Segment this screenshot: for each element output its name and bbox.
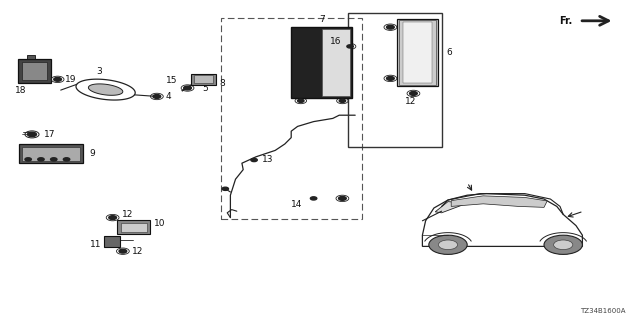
Circle shape [153,94,161,98]
Text: 4: 4 [165,92,171,101]
Circle shape [38,158,44,161]
Text: Fr.: Fr. [559,16,573,26]
Bar [22,62,47,80]
Text: 16: 16 [330,37,341,46]
Bar [121,223,147,232]
Bar [18,59,51,83]
Circle shape [222,187,228,190]
Circle shape [63,158,70,161]
Circle shape [410,92,417,95]
Circle shape [251,158,257,162]
Text: 3: 3 [96,68,102,76]
Circle shape [25,158,31,161]
Text: 14: 14 [291,200,303,209]
Bar [322,29,350,96]
Circle shape [544,235,582,254]
Text: 12: 12 [122,210,133,219]
Bar [191,74,216,85]
Bar [194,75,213,83]
Text: 15: 15 [166,76,178,85]
Bar [291,27,352,98]
Circle shape [554,240,573,250]
Text: 18: 18 [15,86,26,95]
Bar [221,18,362,219]
Bar [403,22,432,83]
Bar [399,20,436,85]
Text: 17: 17 [44,130,55,139]
Circle shape [339,99,346,102]
Bar [22,147,80,161]
Bar [104,236,120,247]
Text: 7: 7 [319,15,324,24]
Circle shape [387,25,394,29]
Circle shape [298,99,304,102]
Text: TZ34B1600A: TZ34B1600A [580,308,626,314]
Text: 12: 12 [404,97,416,106]
Polygon shape [435,202,467,213]
Text: 5: 5 [202,84,208,93]
Circle shape [119,249,127,253]
Circle shape [109,216,116,220]
Text: 13: 13 [262,156,273,164]
Circle shape [429,235,467,254]
Text: 11: 11 [90,240,101,249]
Bar [27,55,35,59]
Circle shape [184,86,191,90]
Circle shape [51,158,57,161]
Bar [19,144,83,163]
Circle shape [438,240,458,250]
Circle shape [347,45,353,48]
Bar [348,13,442,147]
Circle shape [310,197,317,200]
Text: 8: 8 [220,79,225,88]
Polygon shape [88,84,123,95]
Circle shape [54,77,61,81]
Polygon shape [451,196,547,207]
Text: 19: 19 [65,75,77,84]
Bar [117,220,150,234]
Circle shape [387,76,394,80]
Text: 12: 12 [132,247,143,256]
Text: 10: 10 [154,220,165,228]
Text: 9: 9 [90,149,95,158]
Bar [397,19,438,86]
Circle shape [339,196,346,200]
Text: 6: 6 [446,48,452,57]
Circle shape [28,132,36,137]
